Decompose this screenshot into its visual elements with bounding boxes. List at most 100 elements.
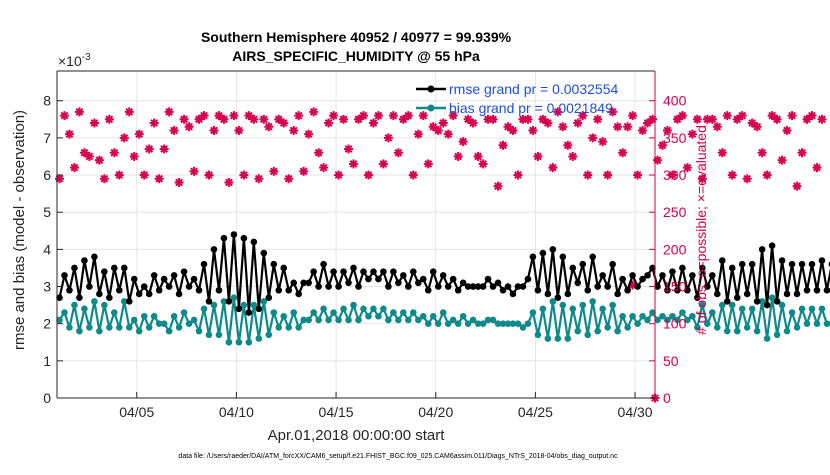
obs-marker bbox=[573, 119, 582, 128]
bias-point bbox=[171, 313, 178, 320]
rmse-point bbox=[270, 261, 277, 268]
obs-marker bbox=[319, 163, 328, 172]
obs-marker bbox=[613, 122, 622, 131]
rmse-point bbox=[550, 246, 557, 253]
obs-marker bbox=[758, 148, 767, 157]
rmse-point bbox=[265, 294, 272, 301]
rmse-point bbox=[166, 283, 173, 290]
obs-marker bbox=[424, 159, 433, 168]
rmse-point bbox=[510, 291, 517, 298]
bias-point bbox=[285, 324, 292, 331]
obs-marker bbox=[648, 115, 657, 124]
rmse-point bbox=[574, 280, 581, 287]
obs-marker bbox=[588, 133, 597, 142]
rmse-point bbox=[345, 280, 352, 287]
rmse-point bbox=[669, 268, 676, 275]
rmse-point bbox=[724, 298, 731, 305]
bias-point bbox=[594, 328, 601, 335]
y-tick-label-left: 7 bbox=[43, 130, 51, 146]
bias-point bbox=[206, 332, 213, 339]
rmse-point bbox=[769, 242, 776, 249]
obs-marker bbox=[593, 115, 602, 124]
rmse-point bbox=[181, 268, 188, 275]
rmse-point bbox=[246, 309, 253, 316]
rmse-point bbox=[186, 283, 193, 290]
obs-marker bbox=[135, 130, 144, 139]
bias-point bbox=[589, 298, 596, 305]
bias-point bbox=[794, 324, 801, 331]
rmse-point bbox=[604, 283, 611, 290]
obs-marker bbox=[812, 163, 821, 172]
bias-point bbox=[201, 306, 208, 313]
obs-marker bbox=[130, 152, 139, 161]
bias-point bbox=[460, 313, 467, 320]
bias-point bbox=[400, 309, 407, 316]
obs-marker bbox=[369, 119, 378, 128]
rmse-point bbox=[614, 291, 621, 298]
bias-point bbox=[574, 328, 581, 335]
bias-point bbox=[370, 306, 377, 313]
rmse-point bbox=[151, 272, 158, 279]
rmse-point bbox=[485, 276, 492, 283]
obs-marker bbox=[788, 111, 797, 120]
obs-marker bbox=[209, 126, 218, 135]
bias-point bbox=[395, 317, 402, 324]
obs-marker bbox=[783, 126, 792, 135]
bias-point bbox=[385, 317, 392, 324]
obs-marker bbox=[120, 133, 129, 142]
bias-point bbox=[375, 313, 382, 320]
obs-marker bbox=[145, 145, 154, 154]
bias-point bbox=[216, 332, 223, 339]
obs-marker bbox=[234, 126, 243, 135]
obs-marker bbox=[548, 163, 557, 172]
obs-marker bbox=[75, 107, 84, 116]
bias-point bbox=[569, 306, 576, 313]
bias-point bbox=[161, 320, 168, 327]
rmse-point bbox=[375, 276, 382, 283]
rmse-point bbox=[116, 287, 123, 294]
rmse-point bbox=[156, 287, 163, 294]
bias-point bbox=[420, 313, 427, 320]
rmse-point bbox=[285, 287, 292, 294]
rmse-point bbox=[136, 291, 143, 298]
bias-point bbox=[111, 309, 118, 316]
rmse-point bbox=[91, 253, 98, 260]
obs-marker bbox=[200, 111, 209, 120]
x-tick-label: 04/05 bbox=[119, 404, 154, 420]
rmse-point bbox=[71, 265, 78, 272]
obs-marker bbox=[309, 107, 318, 116]
obs-marker bbox=[65, 130, 74, 139]
bias-point bbox=[764, 335, 771, 342]
bias-point bbox=[584, 332, 591, 339]
rmse-point bbox=[365, 276, 372, 283]
obs-marker bbox=[259, 115, 268, 124]
obs-marker bbox=[294, 111, 303, 120]
legend-rmse-label: rmse grand pr = 0.0032554 bbox=[449, 81, 618, 97]
bias-point bbox=[405, 317, 412, 324]
rmse-point bbox=[335, 283, 342, 290]
obs-marker bbox=[439, 119, 448, 128]
bias-point bbox=[181, 309, 188, 316]
obs-marker bbox=[344, 145, 353, 154]
rmse-point bbox=[589, 253, 596, 260]
rmse-point bbox=[191, 276, 198, 283]
x-tick-label: 04/15 bbox=[319, 404, 354, 420]
obs-marker bbox=[568, 152, 577, 161]
bias-point bbox=[226, 339, 233, 346]
rmse-point bbox=[395, 280, 402, 287]
bias-point bbox=[749, 306, 756, 313]
legend-bias-label: bias grand pr = 0.0021849 bbox=[449, 100, 613, 116]
obs-marker bbox=[479, 159, 488, 168]
rmse-point bbox=[634, 283, 641, 290]
obs-marker bbox=[379, 159, 388, 168]
rmse-point bbox=[410, 268, 417, 275]
rmse-point bbox=[176, 291, 183, 298]
rmse-point bbox=[819, 257, 826, 264]
obs-marker bbox=[678, 111, 687, 120]
rmse-point bbox=[196, 287, 203, 294]
bias-point bbox=[315, 317, 322, 324]
bias-point bbox=[246, 339, 253, 346]
y-tick-label-right: 300 bbox=[663, 167, 687, 183]
bias-point bbox=[724, 328, 731, 335]
obs-marker bbox=[339, 115, 348, 124]
